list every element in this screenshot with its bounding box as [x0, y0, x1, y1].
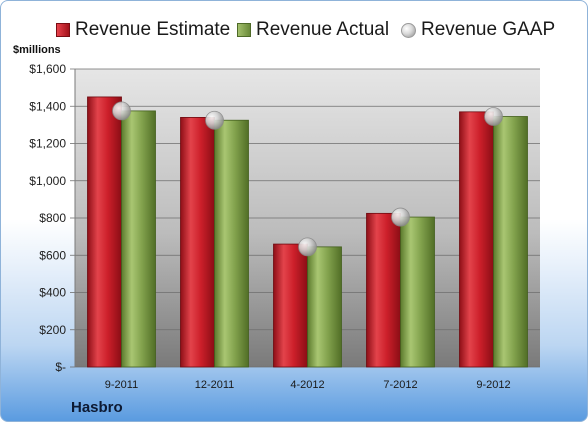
legend-item-revenue-actual: Revenue Actual [237, 15, 389, 45]
legend-swatch-estimate [56, 23, 70, 37]
legend-label-actual: Revenue Actual [256, 19, 390, 40]
bar-revenue-actual [400, 216, 435, 368]
x-tick-label: 4-2012 [290, 379, 324, 391]
y-tick-label: $400 [39, 286, 66, 300]
marker-revenue-gaap [112, 101, 131, 121]
y-tick-label: $- [55, 360, 66, 374]
marker-revenue-gaap [298, 237, 317, 257]
legend-item-revenue-gaap: Revenue GAAP [401, 15, 555, 45]
x-tick-label: 7-2012 [383, 379, 417, 391]
marker-revenue-gaap [484, 107, 503, 126]
y-tick-label: $1,000 [29, 174, 66, 188]
bar-revenue-actual [214, 119, 249, 368]
marker-revenue-gaap [391, 207, 410, 227]
bar-revenue-estimate [273, 243, 308, 368]
bar-revenue-actual [307, 246, 342, 368]
legend-item-revenue-estimate: Revenue Estimate [56, 15, 230, 45]
bar-revenue-estimate [459, 111, 494, 368]
x-tick-label: 12-2011 [195, 379, 235, 391]
y-tick-label: $800 [39, 211, 66, 225]
legend-label-gaap: Revenue GAAP [421, 19, 556, 40]
legend: Revenue Estimate Revenue Actual Revenue … [1, 15, 587, 45]
bar-revenue-actual [493, 116, 528, 368]
legend-marker-gaap [401, 22, 416, 38]
y-tick-label: $600 [39, 248, 66, 262]
company-name: Hasbro [71, 399, 123, 416]
x-tick-label: 9-2012 [476, 379, 510, 391]
y-axis-tick-labels: $- $200 $400 $600 $800 $1,000 $1,200 $1,400 $1,6… [29, 62, 66, 374]
y-tick-label: $1,600 [29, 62, 66, 76]
y-tick-label: $1,200 [29, 137, 66, 151]
y-axis-unit-label: $millions [13, 44, 61, 56]
y-tick-label: $200 [39, 323, 66, 337]
x-axis-tick-labels: 9-2011 12-2011 4-2012 7-2012 9-2012 [105, 379, 511, 391]
x-tick-label: 9-2011 [105, 379, 138, 391]
bars [87, 96, 528, 368]
bar-revenue-actual [121, 110, 156, 368]
bar-revenue-estimate [87, 96, 122, 368]
y-tick-label: $1,400 [29, 99, 66, 113]
legend-swatch-actual [237, 23, 251, 37]
bar-revenue-estimate [180, 117, 215, 368]
bar-revenue-estimate [366, 212, 401, 368]
gaap-markers [112, 101, 503, 257]
legend-label-estimate: Revenue Estimate [75, 19, 231, 40]
marker-revenue-gaap [205, 110, 224, 130]
